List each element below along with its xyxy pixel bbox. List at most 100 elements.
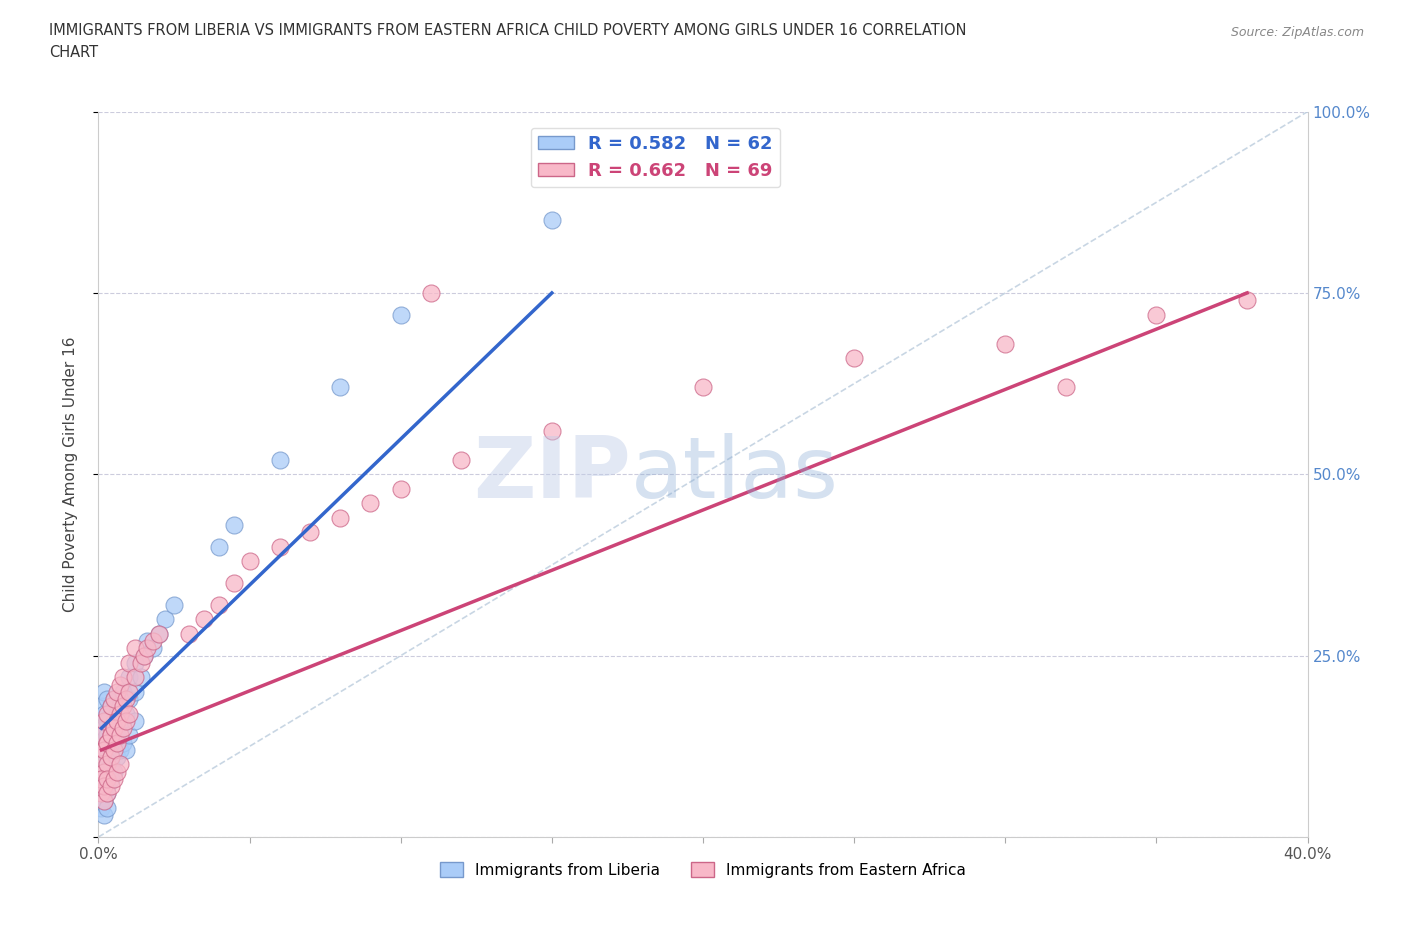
Point [118,670,141,684]
Point [103,721,125,736]
Text: atlas: atlas [630,432,838,516]
Point [90,728,112,743]
Point [1054,379,1077,394]
Point [100,699,122,714]
Point [329,511,352,525]
Point [93,793,115,808]
Point [93,706,115,721]
Point [100,721,122,736]
Point [105,713,128,728]
Point [105,764,128,779]
Point [132,648,155,663]
Point [96,736,118,751]
Point [118,656,141,671]
Point [96,692,118,707]
Point [124,684,146,699]
Point [269,539,291,554]
Point [108,706,131,721]
Point [114,713,136,728]
Point [103,692,125,707]
Point [994,337,1017,352]
Point [124,670,146,684]
Text: IMMIGRANTS FROM LIBERIA VS IMMIGRANTS FROM EASTERN AFRICA CHILD POVERTY AMONG GI: IMMIGRANTS FROM LIBERIA VS IMMIGRANTS FR… [49,23,967,38]
Point [108,757,131,772]
Point [93,684,115,699]
Point [179,627,201,642]
Point [118,728,141,743]
Point [103,764,125,779]
Point [96,736,118,751]
Point [100,750,122,764]
Point [111,684,134,699]
Point [132,648,155,663]
Point [100,772,122,787]
Point [129,670,152,684]
Point [103,772,125,787]
Point [96,772,118,787]
Point [111,699,134,714]
Point [93,713,115,728]
Point [96,801,118,816]
Point [193,612,215,627]
Point [100,699,122,714]
Point [329,379,352,394]
Point [90,786,112,801]
Point [208,597,231,612]
Point [148,627,170,642]
Point [239,554,262,569]
Point [93,778,115,793]
Point [100,728,122,743]
Point [105,736,128,751]
Point [420,286,443,300]
Point [103,742,125,757]
Point [90,793,112,808]
Point [90,699,112,714]
Point [360,496,382,511]
Point [100,742,122,757]
Point [269,452,291,467]
Point [153,612,176,627]
Point [224,518,246,533]
Point [100,778,122,793]
Point [96,706,118,721]
Point [103,692,125,707]
Point [103,742,125,757]
Point [111,670,134,684]
Point [93,808,115,823]
Point [163,597,186,612]
Point [93,742,115,757]
Point [148,627,170,642]
Point [1236,293,1258,308]
Point [90,713,112,728]
Point [124,713,146,728]
Y-axis label: Child Poverty Among Girls Under 16: Child Poverty Among Girls Under 16 [63,337,77,612]
Point [108,742,131,757]
Point [224,576,246,591]
Point [90,757,112,772]
Text: Source: ZipAtlas.com: Source: ZipAtlas.com [1230,26,1364,39]
Point [118,692,141,707]
Point [540,213,562,228]
Point [90,772,112,787]
Point [114,742,136,757]
Point [93,742,115,757]
Point [103,721,125,736]
Point [124,641,146,656]
Point [105,684,128,699]
Point [90,728,112,743]
Point [108,721,131,736]
Point [135,633,157,648]
Point [389,482,412,497]
Point [114,692,136,707]
Point [105,706,128,721]
Point [540,423,562,438]
Point [118,706,141,721]
Point [108,728,131,743]
Point [93,786,115,801]
Point [90,772,112,787]
Point [111,713,134,728]
Point [96,728,118,743]
Point [108,699,131,714]
Point [93,721,115,736]
Point [93,793,115,808]
